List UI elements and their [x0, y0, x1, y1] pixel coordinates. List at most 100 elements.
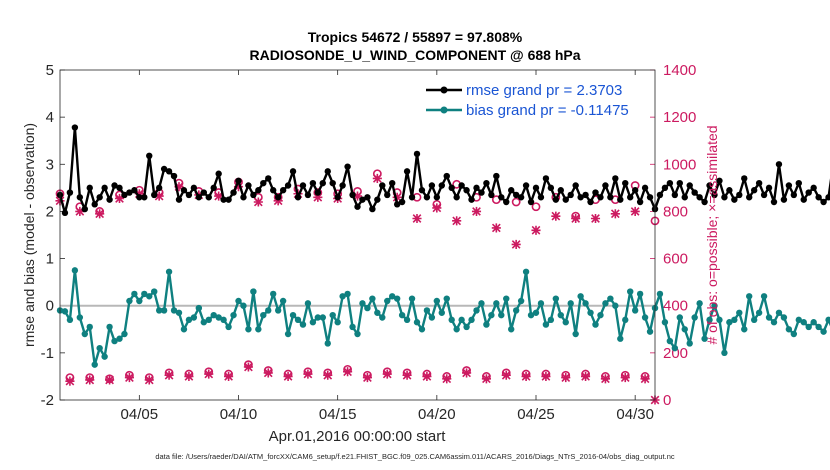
- rmse-point: [676, 179, 683, 187]
- chart-title: Tropics 54672 / 55897 = 97.808%: [308, 29, 523, 45]
- bias-point: [76, 314, 84, 321]
- bias-point: [289, 311, 297, 319]
- obs-possible-marker: [531, 202, 541, 212]
- right-tick-label: 600: [663, 251, 688, 268]
- obs-assimilated-marker: [303, 369, 313, 379]
- bias-point: [364, 304, 371, 312]
- rmse-point: [339, 182, 346, 189]
- rmse-point: [111, 182, 118, 189]
- bias-point: [413, 319, 421, 326]
- obs-assimilated-marker: [204, 369, 214, 379]
- rmse-point: [190, 184, 198, 192]
- x-tick-label: 04/30: [616, 406, 654, 423]
- bias-point: [597, 311, 604, 319]
- rmse-point: [398, 198, 406, 206]
- bias-point: [532, 309, 540, 316]
- bias-point: [106, 323, 113, 331]
- right-tick-label: 200: [663, 345, 688, 362]
- rmse-point: [235, 177, 242, 184]
- bias-point: [755, 309, 763, 316]
- obs-assimilated-marker: [630, 206, 640, 216]
- obs-assimilated-marker: [551, 211, 561, 221]
- rmse-point: [354, 203, 361, 210]
- x-tick-label: 04/25: [517, 406, 555, 423]
- obs-assimilated-marker: [224, 371, 234, 381]
- obs-assimilated-marker: [184, 371, 194, 381]
- rmse-point: [418, 187, 426, 194]
- obs-assimilated-marker: [214, 191, 224, 201]
- rmse-point: [602, 182, 609, 189]
- obs-assimilated-marker: [164, 370, 174, 380]
- bias-point: [641, 314, 649, 321]
- obs-assimilated-marker: [402, 370, 412, 380]
- rmse-point: [498, 194, 505, 201]
- bias-point: [448, 316, 455, 324]
- rmse-point: [785, 182, 793, 189]
- bias-point: [265, 307, 272, 314]
- rmse-point: [750, 187, 758, 194]
- rmse-point: [622, 179, 629, 187]
- bias-point: [185, 316, 193, 324]
- bias-point: [111, 337, 118, 345]
- bias-point: [746, 293, 753, 300]
- rmse-point: [250, 191, 257, 199]
- bias-point: [255, 326, 262, 333]
- obs-assimilated-marker: [462, 368, 472, 378]
- bias-point: [299, 321, 307, 328]
- bias-point: [716, 316, 723, 324]
- rmse-point: [463, 187, 470, 194]
- obs-assimilated-marker: [313, 192, 323, 202]
- rmse-point: [151, 191, 158, 199]
- right-tick-label: 1200: [663, 109, 696, 126]
- rmse-point: [701, 198, 708, 206]
- rmse-point: [141, 194, 148, 201]
- rmse-point: [255, 187, 262, 194]
- rmse-point: [66, 189, 74, 196]
- bias-point: [170, 307, 178, 314]
- rmse-point: [136, 194, 143, 201]
- bias-point: [463, 323, 470, 331]
- y-axis-right-label: # of obs: o=possible; ×=assimilated: [704, 125, 720, 344]
- bias-point: [681, 326, 688, 333]
- bias-point: [329, 311, 336, 319]
- obs-assimilated-marker: [352, 191, 363, 201]
- rmse-point: [86, 184, 93, 192]
- bias-point: [726, 319, 733, 326]
- bias-point: [800, 319, 807, 326]
- bias-point: [443, 295, 450, 302]
- bias-point: [587, 309, 594, 316]
- bias-point: [671, 344, 679, 352]
- rmse-point: [389, 179, 396, 187]
- bias-point: [612, 302, 619, 309]
- rmse-point: [636, 198, 644, 206]
- bias-point: [374, 309, 381, 316]
- rmse-point: [121, 191, 128, 199]
- bias-point: [760, 293, 768, 300]
- bias-point: [359, 300, 366, 307]
- obs-assimilated-marker: [95, 209, 105, 219]
- bias-point: [701, 335, 708, 342]
- bias-point: [339, 293, 346, 300]
- bias-point: [146, 293, 153, 300]
- obs-assimilated-marker: [571, 213, 581, 224]
- rmse-point: [289, 168, 297, 175]
- rmse-point: [260, 179, 267, 187]
- rmse-point: [671, 191, 679, 199]
- rmse-point: [91, 201, 98, 208]
- obs-assimilated-marker: [362, 373, 372, 383]
- bias-point: [750, 316, 758, 324]
- rmse-point: [374, 196, 381, 203]
- bias-point: [260, 311, 267, 319]
- bias-point: [552, 295, 560, 302]
- bias-point: [478, 300, 485, 307]
- bias-point: [527, 311, 535, 319]
- bias-point: [61, 308, 69, 315]
- bias-point: [493, 300, 500, 307]
- rmse-point: [567, 191, 574, 199]
- rmse-point: [453, 194, 460, 201]
- bias-point: [770, 319, 778, 326]
- rmse-point: [61, 209, 69, 217]
- bias-point: [517, 297, 525, 305]
- rmse-point: [805, 189, 812, 196]
- rmse-point: [597, 194, 604, 201]
